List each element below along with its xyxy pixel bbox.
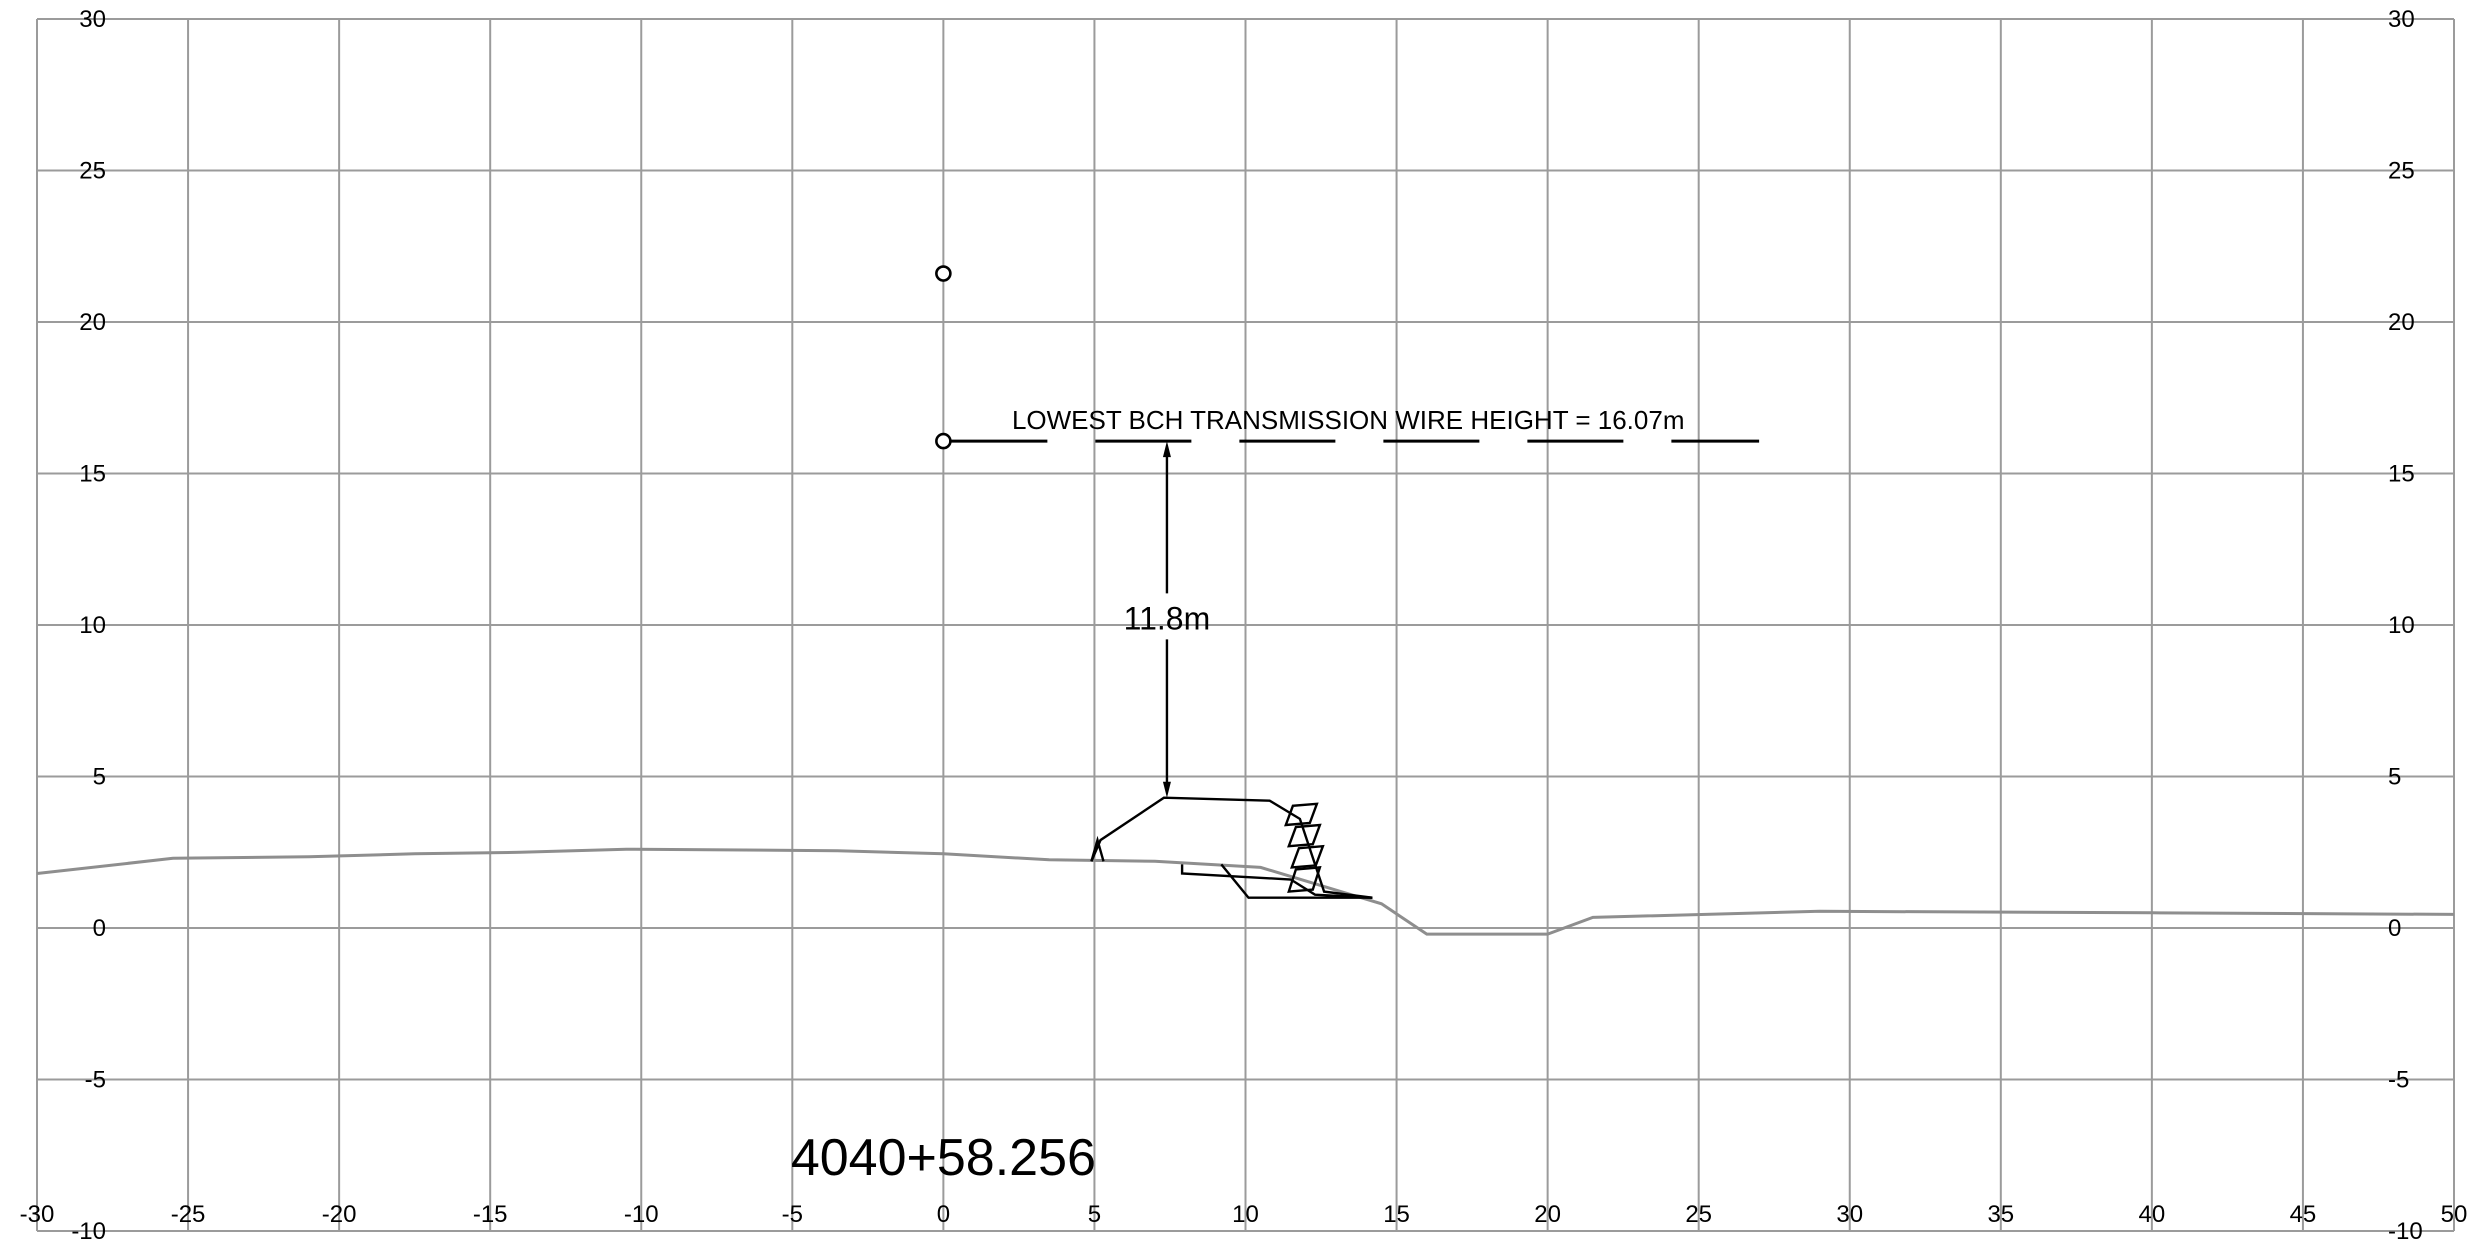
y-tick-label-left: 0 [93, 915, 106, 942]
retaining-wall-block [1290, 844, 1325, 869]
y-tick-label-right: 20 [2388, 309, 2415, 336]
clearance-label: 11.8m [1124, 600, 1211, 636]
x-tick-label: 50 [2441, 1201, 2468, 1228]
transmission-wire-group [935, 265, 1760, 450]
embankment-outline [1090, 796, 1373, 899]
y-tick-label-left: 30 [79, 6, 106, 33]
wire-height-label: LOWEST BCH TRANSMISSION WIRE HEIGHT = 16… [1012, 405, 1685, 435]
retaining-wall-block [1287, 823, 1322, 848]
y-tick-label-right: -10 [2388, 1218, 2423, 1245]
x-tick-label: 15 [1383, 1201, 1410, 1228]
y-tick-label-left: -10 [71, 1218, 106, 1245]
x-tick-label: 35 [1987, 1201, 2014, 1228]
x-tick-label: 0 [937, 1201, 950, 1228]
x-tick-label: -20 [322, 1201, 357, 1228]
x-tick-label: 5 [1088, 1201, 1101, 1228]
y-tick-label-left: -5 [85, 1067, 106, 1094]
y-tick-label-right: -5 [2388, 1067, 2409, 1094]
x-tick-label: -15 [473, 1201, 508, 1228]
retaining-wall-block [1287, 866, 1322, 893]
x-tick-label: -5 [782, 1201, 803, 1228]
y-tick-label-left: 15 [79, 461, 106, 488]
ground-profile-line [36, 847, 2455, 936]
y-tick-label-left: 5 [93, 764, 106, 791]
x-tick-label: 10 [1232, 1201, 1259, 1228]
y-tick-label-left: 10 [79, 612, 106, 639]
x-tick-label: -30 [20, 1201, 55, 1228]
clearance-dimension-group [1162, 441, 1171, 798]
arrowhead-bottom [1162, 781, 1171, 798]
x-tick-label: -10 [624, 1201, 659, 1228]
wire-marker [935, 265, 952, 282]
y-tick-label-right: 15 [2388, 461, 2415, 488]
y-tick-label-left: 20 [79, 309, 106, 336]
x-tick-label: 45 [2290, 1201, 2317, 1228]
retaining-wall-block [1284, 802, 1319, 827]
x-tick-label: -25 [171, 1201, 206, 1228]
structure-group [1090, 796, 1373, 899]
y-tick-label-right: 10 [2388, 612, 2415, 639]
x-tick-label: 20 [1534, 1201, 1561, 1228]
station-label: 4040+58.256 [791, 1129, 1096, 1187]
wire-marker [935, 432, 952, 450]
x-tick-label: 40 [2139, 1201, 2166, 1228]
x-tick-label: 25 [1685, 1201, 1712, 1228]
ground-profile-group [36, 847, 2455, 936]
y-tick-label-left: 25 [79, 158, 106, 185]
y-tick-label-right: 5 [2388, 764, 2401, 791]
axis-tick-labels: -30 -25 -20 -15 -10 -5 0 5 10 15 20 25 30 35 40 45 50-10… [20, 6, 2468, 1245]
base-outline [1180, 864, 1373, 899]
arrowhead-top [1162, 441, 1171, 458]
y-tick-label-right: 0 [2388, 915, 2401, 942]
y-tick-label-right: 30 [2388, 6, 2415, 33]
grid [36, 18, 2455, 1232]
y-tick-label-right: 25 [2388, 158, 2415, 185]
toe-outline [1220, 863, 1373, 899]
x-tick-label: 30 [1836, 1201, 1863, 1228]
curb-outline [1090, 835, 1105, 862]
